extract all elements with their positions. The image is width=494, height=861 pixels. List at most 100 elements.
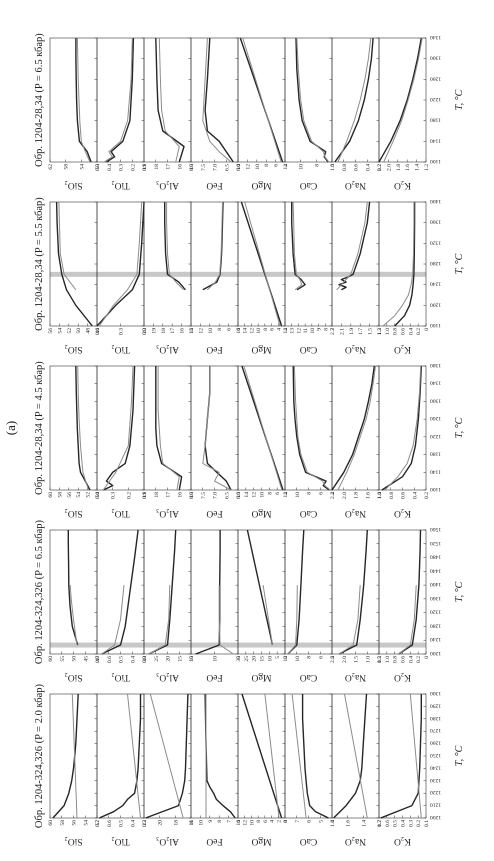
series-dark-line (380, 694, 422, 819)
y-tick-label: 7 (227, 820, 233, 823)
chart-5: Обр. 1204-28,34 (P = 6.5 кбар) SiO₂ 62 58 54… (34, 33, 465, 190)
series-light-line (382, 202, 415, 327)
y-tick-label: 10 (198, 820, 204, 826)
series-dark-line (195, 530, 221, 655)
y-tick-label: 20 (158, 820, 164, 826)
series-light-line (262, 585, 273, 646)
y-tick-label: 15 (189, 492, 195, 498)
series-light-line (264, 693, 280, 819)
y-tick-label: 2.0 (386, 164, 392, 171)
series-light-line (337, 37, 372, 163)
panel-3: Al₂O₃ 19 18 17 16 15 (142, 37, 195, 190)
y-tick-label: 0.6 (401, 492, 407, 499)
chart-3: Обр. 1204-28,34 (P = 4.5 кбар) SiO₂ 60 58 56… (34, 361, 465, 518)
y-tick-label: 20 (142, 328, 148, 334)
series-dark-line (334, 37, 374, 163)
panel-frame (190, 201, 239, 327)
y-tick-label: 30 (236, 656, 242, 662)
x-tick-label: 1200 (430, 301, 441, 307)
y-tick-label: 54 (83, 820, 89, 826)
panel-8: K₂O 1.2 1.0 0.8 0.6 0.4 0.2 0 (377, 201, 430, 354)
y-tick-label: 0.6 (401, 328, 407, 335)
y-tick-label: 8 (264, 164, 270, 167)
y-tick-label: 2.1 (339, 328, 345, 335)
panel-6: CaO 14 13 12 11 10 9 8 7 (283, 201, 336, 354)
y-tick-label: 19 (142, 164, 148, 170)
y-tick-label: 0.3 (142, 820, 148, 827)
y-tick-label: 54 (79, 164, 85, 170)
x-axis-label: T, °C (454, 581, 465, 602)
chart-4: Обр. 1204-28,34 (P = 5.5 кбар) SiO₂ 56 54 52… (34, 197, 465, 354)
panel-3: Al₂O₃ 19 18 17 16 15 (142, 365, 195, 518)
y-tick-label: 0 (283, 656, 289, 659)
series-light-line (76, 37, 91, 163)
panel-4: FeO 11 10 9 8 7 6 (189, 693, 242, 846)
y-tick-label: 15 (189, 328, 195, 334)
series-dark-line (155, 37, 185, 163)
y-tick-label: 1.0 (330, 164, 336, 171)
y-tick-label: 0.4 (412, 492, 418, 499)
y-tick-label: 60 (48, 492, 54, 498)
y-tick-label: 2 (283, 328, 289, 331)
y-tick-label: 0.4 (401, 820, 407, 827)
y-tick-label: 30 (142, 656, 148, 662)
oxide-label: TiO₂ (111, 672, 129, 682)
panel-frame (190, 37, 239, 163)
y-tick-label: 1.8 (396, 164, 402, 171)
y-tick-label: 25 (154, 656, 160, 662)
series-light-line (244, 201, 281, 327)
y-tick-label: 0.8 (393, 328, 399, 335)
panel-7: Na₂O 2.2 2.0 1.8 1.6 1.4 (330, 365, 383, 518)
y-tick-label: 8 (217, 328, 223, 331)
y-tick-label: 56 (67, 492, 73, 498)
series-light-line (127, 693, 141, 819)
y-tick-label: 58 (57, 492, 63, 498)
series-dark-line (287, 529, 305, 655)
y-tick-label: 10 (260, 492, 266, 498)
y-tick-label: 4 (330, 492, 336, 495)
panel-frame (284, 365, 333, 491)
y-tick-label: 58 (60, 820, 66, 826)
y-tick-label: 0 (424, 328, 430, 331)
y-tick-label: 0.7 (377, 820, 383, 827)
y-tick-label: 0.2 (126, 492, 132, 499)
y-tick-label: 52 (95, 820, 101, 826)
y-tick-label: 0.6 (354, 164, 360, 171)
y-tick-label: 54 (57, 328, 63, 334)
series-dark-line (378, 37, 422, 163)
panel-frame (143, 37, 192, 163)
y-tick-label: 40 (95, 656, 101, 662)
series-light-line (148, 585, 171, 655)
oxide-label: TiO₂ (111, 344, 129, 354)
series-light-line (296, 37, 330, 163)
oxide-label: Na₂O (345, 508, 366, 518)
x-tick-label: 1160 (430, 322, 441, 328)
y-tick-label: 17 (166, 492, 172, 498)
y-tick-label: 8 (256, 820, 262, 823)
y-tick-label: 10 (256, 328, 262, 334)
series-dark-line (246, 529, 274, 646)
oxide-label: CaO (300, 508, 318, 518)
y-tick-label: 10 (299, 164, 305, 170)
y-tick-label: 1.5 (354, 656, 360, 663)
series-light-line (202, 37, 232, 163)
y-tick-label: 50 (72, 656, 78, 662)
series-dark-line (333, 693, 368, 819)
panel-1: SiO₂ 56 54 52 50 48 46 (48, 201, 101, 354)
series-light-line (202, 366, 232, 491)
y-tick-label: 0.6 (107, 656, 113, 663)
y-tick-label: 7.5 (201, 164, 207, 171)
panel-frame (143, 365, 192, 491)
oxide-label: Al₂O₃ (156, 672, 179, 682)
y-tick-label: 15 (189, 164, 195, 170)
y-tick-label: 62 (48, 164, 54, 170)
y-tick-label: 0.5 (393, 820, 399, 827)
y-tick-label: 9 (208, 820, 214, 823)
y-tick-label: 14 (236, 820, 242, 826)
chart-title: Обр. 1204-28,34 (P = 4.5 кбар) (34, 361, 45, 495)
y-tick-label: 0.7 (95, 656, 101, 663)
y-tick-label: 0.5 (119, 656, 125, 663)
